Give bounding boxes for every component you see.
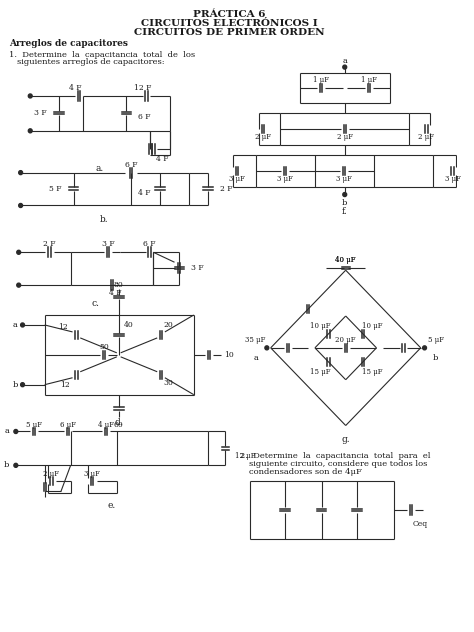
Text: a: a [342,57,347,65]
Text: 6 F: 6 F [143,240,156,248]
Text: 1 μF: 1 μF [361,76,377,84]
Text: CIRCUITOS DE PRIMER ORDEN: CIRCUITOS DE PRIMER ORDEN [134,28,325,37]
Circle shape [14,463,18,467]
Text: 40 μF: 40 μF [336,256,356,264]
Text: 10 μF: 10 μF [310,322,331,330]
Text: 80: 80 [114,281,124,289]
Text: 12: 12 [60,380,70,389]
Circle shape [17,250,21,254]
Text: e.: e. [108,501,116,509]
Text: g.: g. [341,435,350,444]
Text: a.: a. [95,164,104,173]
Text: 50: 50 [100,343,109,351]
Text: 40: 40 [124,321,133,329]
Text: b.: b. [100,215,109,224]
Text: 6 F: 6 F [138,113,150,121]
Text: 4 F: 4 F [109,289,121,297]
Text: 2 μF: 2 μF [337,133,353,141]
Text: b: b [342,198,347,207]
Text: 15 μF: 15 μF [310,368,331,376]
Text: siguientes arreglos de capacitores:: siguientes arreglos de capacitores: [17,58,164,66]
Text: a: a [4,427,9,435]
Circle shape [343,193,346,197]
Circle shape [265,346,269,350]
Text: 5 μF: 5 μF [26,420,42,428]
Circle shape [18,171,23,174]
Text: 2 F: 2 F [220,185,232,193]
Text: 20: 20 [164,321,173,329]
Text: 4 F: 4 F [138,188,150,197]
Text: f.: f. [342,207,347,216]
Text: 3 F: 3 F [191,264,203,272]
Text: b: b [13,380,18,389]
Text: 5 μF: 5 μF [428,336,445,344]
Text: 60: 60 [114,420,124,428]
Circle shape [343,65,346,69]
Text: 30: 30 [164,379,173,387]
Text: 2 μF: 2 μF [255,133,271,141]
Circle shape [18,204,23,207]
Text: a: a [13,321,18,329]
Text: 3 F: 3 F [34,109,46,117]
Text: c.: c. [91,298,100,308]
Text: 12 μF: 12 μF [235,453,255,460]
Circle shape [28,129,32,133]
Text: 15 μF: 15 μF [363,368,383,376]
Text: 12 F: 12 F [134,84,152,92]
Text: 1.  Determine  la  capacitancia  total  de  los: 1. Determine la capacitancia total de lo… [9,51,195,59]
Circle shape [17,283,21,287]
Text: 20 μF: 20 μF [336,336,356,344]
Text: 2 μF: 2 μF [44,470,59,478]
Text: 10: 10 [225,351,234,359]
Text: 10 μF: 10 μF [363,322,383,330]
Text: 2.  Determine  la  capacitancia  total  para  el: 2. Determine la capacitancia total para … [240,453,430,460]
Text: 35 μF: 35 μF [246,336,266,344]
Text: 40 μF: 40 μF [336,256,356,264]
Text: 2 F: 2 F [43,240,56,248]
Text: siguiente circuito, considere que todos los: siguiente circuito, considere que todos … [248,460,427,468]
Circle shape [21,323,25,327]
Text: 4 μF: 4 μF [98,420,114,428]
Text: 5 F: 5 F [49,185,62,193]
Circle shape [14,430,18,434]
Text: 6 F: 6 F [125,161,137,169]
Text: Arreglos de capacitores: Arreglos de capacitores [9,39,128,47]
Text: 3 μF: 3 μF [229,174,245,183]
Text: Ceq: Ceq [413,520,428,528]
Text: 12: 12 [58,323,68,331]
Text: 4 F: 4 F [69,84,82,92]
Text: b: b [4,461,9,470]
Text: CIRCUITOS ELECTRÓNICOS I: CIRCUITOS ELECTRÓNICOS I [141,19,318,28]
Text: b: b [432,354,438,362]
Text: 3 μF: 3 μF [445,174,460,183]
Text: 1 μF: 1 μF [313,76,328,84]
Text: 4 F: 4 F [156,155,168,162]
Text: d.: d. [114,418,123,427]
Text: 3 μF: 3 μF [84,470,100,478]
Text: 3 μF: 3 μF [277,174,293,183]
Text: 3 F: 3 F [102,240,114,248]
Text: a: a [254,354,259,362]
Circle shape [28,94,32,98]
Text: 2 μF: 2 μF [419,133,435,141]
Circle shape [423,346,427,350]
Text: 3 μF: 3 μF [336,174,352,183]
Text: 6 μF: 6 μF [60,420,76,428]
Text: PRÁCTICA 6: PRÁCTICA 6 [193,10,265,19]
Circle shape [21,383,25,387]
Text: condensadores son de 4μF: condensadores son de 4μF [248,468,362,477]
